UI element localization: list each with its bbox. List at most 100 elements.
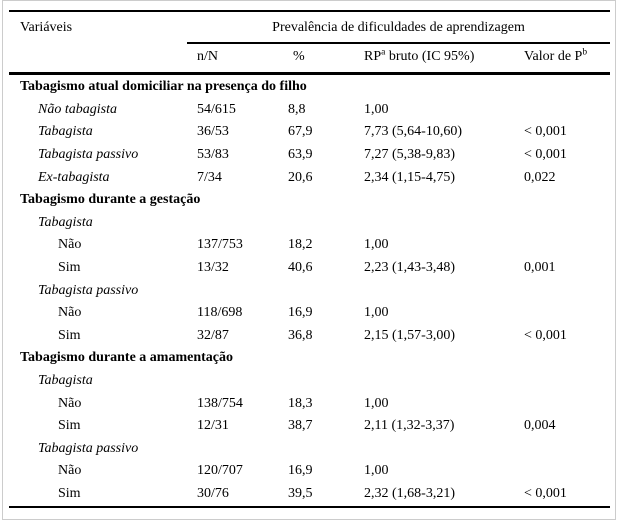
- row-label: Tabagista passivo: [38, 440, 139, 456]
- row-label: Sim: [58, 485, 81, 501]
- column-header-rp-bruto: RPa bruto (IC 95%): [364, 47, 522, 65]
- row-label: Tabagista: [38, 373, 93, 389]
- cell-rp-bruto: 1,00: [364, 101, 389, 117]
- table-row: Tabagismo durante a gestação: [9, 189, 610, 212]
- row-label: Não: [58, 237, 82, 253]
- cell-valor-p: < 0,001: [524, 147, 567, 163]
- cell-valor-p: 0,004: [524, 418, 556, 434]
- table-row: Não tabagista 54/615 8,8 1,00: [9, 99, 610, 122]
- row-label: Tabagista: [38, 124, 93, 140]
- cell-rp-bruto: 1,00: [364, 463, 389, 479]
- row-label: Sim: [58, 327, 81, 343]
- table-row: Tabagista 36/53 67,9 7,73 (5,64-10,60) <…: [9, 121, 610, 144]
- row-label: Tabagista passivo: [38, 147, 139, 163]
- table-row: Não 138/754 18,3 1,00: [9, 392, 610, 415]
- table-row: Ex-tabagista 7/34 20,6 2,34 (1,15-4,75) …: [9, 166, 610, 189]
- cell-valor-p: < 0,001: [524, 124, 567, 140]
- cell-percent: 39,5: [288, 485, 313, 501]
- row-label: Não: [58, 463, 82, 479]
- row-label: Sim: [58, 418, 81, 434]
- cell-n-N: 53/83: [197, 147, 229, 163]
- table-row: Sim 30/76 39,5 2,32 (1,68-3,21) < 0,001: [9, 483, 610, 506]
- table-bottom-rule: [9, 506, 610, 508]
- cell-valor-p: 0,001: [524, 260, 556, 276]
- cell-percent: 40,6: [288, 260, 313, 276]
- cell-n-N: 30/76: [197, 485, 229, 501]
- cell-n-N: 13/32: [197, 260, 229, 276]
- table-row: Sim 32/87 36,8 2,15 (1,57-3,00) < 0,001: [9, 325, 610, 348]
- table-top-rule: [9, 10, 610, 12]
- row-label: Não: [58, 395, 82, 411]
- table-row: Tabagismo atual domiciliar na presença d…: [9, 76, 610, 99]
- row-label: Não: [58, 305, 82, 321]
- cell-n-N: 118/698: [197, 305, 243, 321]
- table-row: Tabagista: [9, 370, 610, 393]
- row-label: Tabagista passivo: [38, 282, 139, 298]
- rp-label: RP: [364, 49, 382, 64]
- cell-n-N: 36/53: [197, 124, 229, 140]
- row-label: Sim: [58, 260, 81, 276]
- header-body-rule: [9, 72, 610, 75]
- cell-n-N: 138/754: [197, 395, 243, 411]
- row-label: Não tabagista: [38, 101, 117, 117]
- cell-percent: 20,6: [288, 169, 313, 185]
- group-header-rule: [187, 42, 610, 44]
- cell-valor-p: < 0,001: [524, 327, 567, 343]
- table-row: Tabagista passivo: [9, 438, 610, 461]
- cell-percent: 16,9: [288, 463, 313, 479]
- column-header-n-N: n/N: [197, 49, 218, 64]
- column-header-valor-p: Valor de Pb: [522, 47, 610, 65]
- cell-rp-bruto: 2,11 (1,32-3,37): [364, 418, 455, 434]
- subheader-row: n/N % RPa bruto (IC 95%) Valor de Pb: [9, 47, 610, 65]
- row-label: Tabagista: [38, 214, 93, 230]
- cell-rp-bruto: 2,34 (1,15-4,75): [364, 169, 455, 185]
- rp-label-rest: bruto (IC 95%): [385, 49, 475, 64]
- table-row: Não 137/753 18,2 1,00: [9, 234, 610, 257]
- subheader-spacer: [9, 49, 197, 65]
- table-row: Tabagista: [9, 212, 610, 235]
- table-row: Não 118/698 16,9 1,00: [9, 302, 610, 325]
- table-row: Sim 12/31 38,7 2,11 (1,32-3,37) 0,004: [9, 415, 610, 438]
- cell-rp-bruto: 2,15 (1,57-3,00): [364, 327, 455, 343]
- p-label: Valor de P: [524, 49, 583, 64]
- cell-rp-bruto: 1,00: [364, 237, 389, 253]
- cell-n-N: 12/31: [197, 418, 229, 434]
- row-label: Tabagismo durante a amamentação: [20, 350, 233, 366]
- cell-percent: 8,8: [288, 101, 306, 117]
- row-label: Ex-tabagista: [38, 169, 110, 185]
- cell-percent: 67,9: [288, 124, 313, 140]
- row-label: Tabagismo durante a gestação: [20, 192, 201, 208]
- column-header-variaveis: Variáveis: [20, 20, 73, 35]
- row-label: Tabagismo atual domiciliar na presença d…: [20, 79, 307, 95]
- cell-percent: 16,9: [288, 305, 313, 321]
- cell-n-N: 120/707: [197, 463, 243, 479]
- column-header-percent: %: [293, 49, 305, 64]
- cell-rp-bruto: 1,00: [364, 395, 389, 411]
- table-row: Sim 13/32 40,6 2,23 (1,43-3,48) 0,001: [9, 257, 610, 280]
- cell-rp-bruto: 2,23 (1,43-3,48): [364, 260, 455, 276]
- group-header-prevalencia: Prevalência de dificuldades de aprendiza…: [272, 20, 525, 35]
- table-row: Tabagismo durante a amamentação: [9, 347, 610, 370]
- cell-valor-p: 0,022: [524, 169, 556, 185]
- cell-n-N: 137/753: [197, 237, 243, 253]
- cell-n-N: 7/34: [197, 169, 222, 185]
- cell-percent: 36,8: [288, 327, 313, 343]
- rp-superscript-a: a: [381, 47, 386, 58]
- cell-rp-bruto: 1,00: [364, 305, 389, 321]
- table-row: Tabagista passivo 53/83 63,9 7,27 (5,38-…: [9, 144, 610, 167]
- cell-valor-p: < 0,001: [524, 485, 567, 501]
- cell-percent: 63,9: [288, 147, 313, 163]
- cell-n-N: 54/615: [197, 101, 236, 117]
- cell-rp-bruto: 2,32 (1,68-3,21): [364, 485, 455, 501]
- p-superscript-b: b: [582, 47, 588, 58]
- table-body: Tabagismo atual domiciliar na presença d…: [9, 76, 610, 505]
- cell-percent: 38,7: [288, 418, 313, 434]
- cell-rp-bruto: 7,27 (5,38-9,83): [364, 147, 455, 163]
- table-row: Tabagista passivo: [9, 279, 610, 302]
- cell-rp-bruto: 7,73 (5,64-10,60): [364, 124, 462, 140]
- cell-n-N: 32/87: [197, 327, 229, 343]
- cell-percent: 18,3: [288, 395, 313, 411]
- table-row: Não 120/707 16,9 1,00: [9, 460, 610, 483]
- cell-percent: 18,2: [288, 237, 313, 253]
